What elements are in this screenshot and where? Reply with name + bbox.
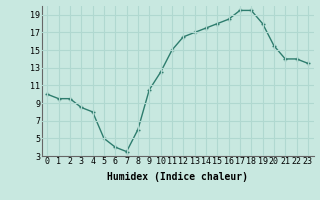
X-axis label: Humidex (Indice chaleur): Humidex (Indice chaleur) [107,172,248,182]
